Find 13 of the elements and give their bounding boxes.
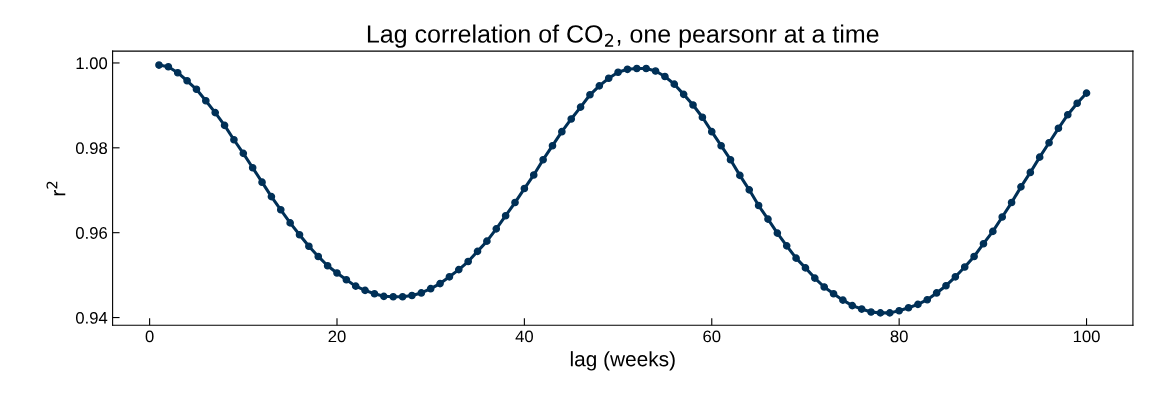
y-tick-label: 1.00 (76, 57, 108, 70)
x-tick-label: 60 (703, 330, 721, 343)
y-tick-label: 0.98 (75, 142, 108, 155)
x-tick-label: 100 (1073, 330, 1100, 343)
y-axis-title: r$^{2}$ (46, 181, 66, 196)
x-tick-label: 20 (328, 330, 346, 343)
x-tick-label: 80 (890, 330, 908, 343)
x-tick-label: 40 (515, 330, 533, 343)
x-axis-title: lag (weeks) (570, 351, 675, 371)
y-tick-label: 0.94 (75, 311, 108, 324)
chart-title: Lag correlation of CO$_{2}$, one pearsonr at a time (367, 24, 879, 48)
y-tick-label: 0.96 (75, 227, 108, 239)
x-tick-label: 0 (145, 330, 154, 343)
